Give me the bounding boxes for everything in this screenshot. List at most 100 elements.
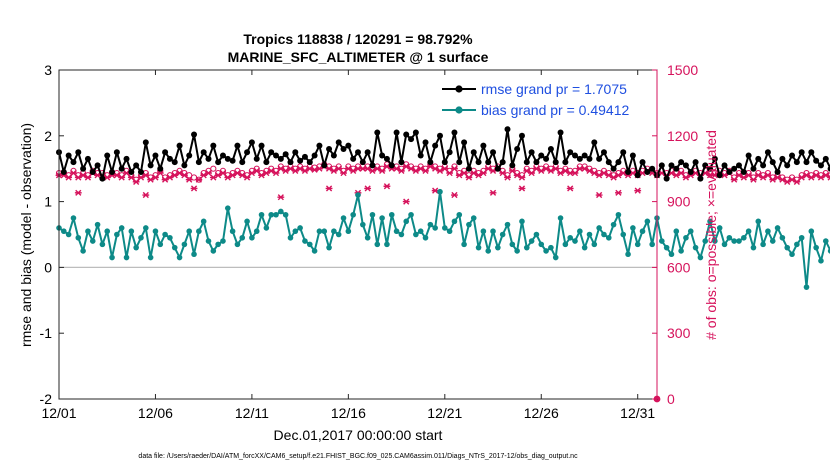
- bias-point: [427, 221, 434, 228]
- bias-point: [224, 205, 231, 211]
- rmse-point: [316, 142, 323, 149]
- bias-point: [639, 228, 646, 235]
- bias-point: [393, 228, 400, 235]
- bias-point: [712, 238, 718, 244]
- bias-point: [461, 241, 467, 248]
- bias-point: [601, 231, 607, 238]
- obs-evaluated-point: [499, 169, 507, 177]
- obs-evaluated-point: [446, 169, 454, 177]
- rmse-point: [639, 159, 646, 166]
- bias-point: [171, 244, 178, 251]
- bias-point: [466, 221, 472, 228]
- bias-point: [75, 234, 82, 241]
- bias-point: [114, 231, 120, 238]
- bias-point: [659, 238, 665, 244]
- obs-evaluated-point: [118, 174, 126, 181]
- rmse-point: [118, 165, 125, 172]
- bias-point: [355, 192, 361, 198]
- rmse-point: [605, 159, 612, 166]
- rmse-point: [205, 155, 212, 162]
- bias-point: [620, 231, 627, 238]
- legend-box: [437, 77, 650, 121]
- rmse-point: [181, 162, 188, 169]
- rmse-point: [658, 162, 665, 169]
- rmse-point: [311, 152, 318, 159]
- bias-point: [321, 228, 328, 235]
- bias-point: [249, 234, 255, 241]
- bias-point: [128, 228, 135, 235]
- bias-point: [316, 228, 323, 235]
- rmse-point: [229, 157, 236, 164]
- bias-point: [442, 225, 448, 231]
- bias-point: [765, 228, 771, 235]
- rmse-point: [383, 155, 390, 162]
- rmse-point: [682, 162, 689, 169]
- bias-point: [789, 251, 795, 258]
- bias-point: [306, 241, 313, 248]
- rmse-point: [99, 175, 106, 182]
- obs-evaluated-point: [156, 169, 164, 177]
- bias-point: [668, 251, 675, 258]
- rmse-point: [755, 155, 762, 162]
- rmse-point: [123, 155, 130, 162]
- rmse-point: [441, 159, 448, 166]
- rmse-point: [432, 142, 439, 149]
- bias-point: [784, 244, 791, 251]
- bias-point: [278, 208, 284, 215]
- rmse-point: [364, 149, 371, 156]
- rmse-point: [702, 162, 709, 169]
- legend-bias-marker: [455, 106, 463, 114]
- bias-point: [104, 228, 111, 235]
- rmse-point: [287, 159, 294, 166]
- rmse-point: [625, 168, 632, 175]
- obs-evaluated-point: [335, 165, 343, 172]
- rmse-point: [210, 142, 217, 149]
- obs-evaluated-point: [793, 178, 801, 185]
- rmse-point: [258, 142, 265, 149]
- rmse-point: [745, 152, 752, 159]
- rmse-point: [398, 159, 405, 166]
- rmse-point: [673, 165, 680, 172]
- rmse-point: [369, 162, 376, 169]
- bias-point: [663, 244, 670, 251]
- rmse-point: [711, 155, 718, 162]
- obs-evaluated-point: [634, 187, 642, 194]
- y-axis-right: 0 300 600 900 1200 1500: [652, 62, 698, 407]
- rmse-point: [793, 159, 800, 166]
- rmse-point: [518, 132, 525, 139]
- bias-point: [736, 238, 742, 244]
- rmse-point: [764, 149, 771, 156]
- bias-point: [417, 228, 424, 235]
- rmse-point: [162, 149, 169, 156]
- rmse-point: [215, 159, 222, 166]
- obs-evaluated-point: [306, 165, 314, 172]
- rmse-point: [408, 136, 415, 143]
- bias-point: [485, 248, 492, 254]
- rmse-point: [827, 165, 830, 172]
- bias-point: [61, 228, 67, 235]
- bias-point: [384, 241, 390, 248]
- obs-evaluated-point: [325, 185, 333, 192]
- bias-point: [162, 231, 168, 238]
- bias-point: [297, 225, 303, 231]
- rmse-point: [813, 157, 820, 164]
- bias-point: [610, 221, 617, 228]
- bias-point: [157, 241, 164, 248]
- rmse-point: [490, 149, 497, 156]
- rmse-point: [379, 152, 386, 159]
- bias-point: [138, 234, 144, 241]
- rmse-point: [104, 152, 111, 159]
- bias-point: [716, 225, 723, 231]
- rmse-point: [451, 129, 458, 136]
- obs-evaluated-point: [730, 176, 738, 183]
- rmse-point: [65, 152, 72, 159]
- rmse-point: [436, 132, 443, 139]
- obs-evaluated-point: [243, 174, 251, 181]
- rmse-point: [84, 155, 91, 162]
- rmse-point: [470, 149, 477, 156]
- bias-point: [495, 244, 501, 251]
- bias-point: [432, 225, 438, 231]
- bias-point: [147, 254, 154, 261]
- bias-point: [644, 218, 651, 225]
- rmse-point: [572, 152, 579, 159]
